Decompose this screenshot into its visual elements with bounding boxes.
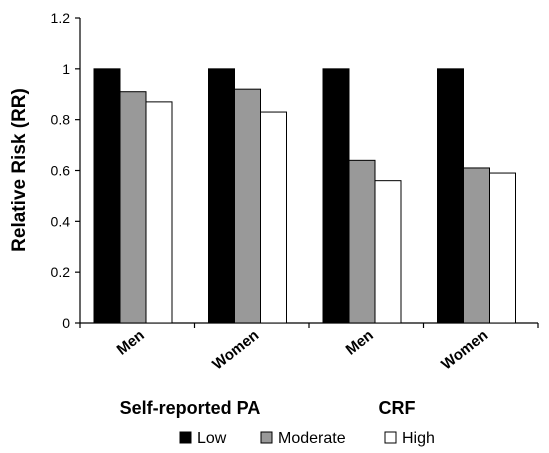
bar-high <box>260 111 287 324</box>
legend-label-moderate: Moderate <box>278 430 346 447</box>
bar-low <box>437 68 464 324</box>
bar-moderate <box>348 159 376 324</box>
bar-high <box>374 180 402 324</box>
bar-low <box>93 68 121 324</box>
bar-moderate <box>463 167 490 324</box>
legend-label-low: Low <box>197 430 227 447</box>
y-tick-label: 0.2 <box>51 264 71 280</box>
y-axis-title: Relative Risk (RR) <box>9 88 30 252</box>
bar-high <box>145 101 173 324</box>
y-tick-label: 0.8 <box>51 112 71 128</box>
x-tick-label: Women <box>438 327 491 374</box>
x-tick-label: Men <box>343 327 377 359</box>
legend-swatch-low <box>179 431 192 444</box>
bar-moderate <box>119 91 147 324</box>
bar-low <box>208 68 235 324</box>
legend-label-high: High <box>402 430 435 447</box>
x-tick-label: Women <box>209 327 262 374</box>
legend-swatch-high <box>384 431 397 444</box>
y-tick-label: 0.4 <box>51 213 71 229</box>
y-tick-label: 1 <box>62 61 70 77</box>
y-tick-label: 1.2 <box>51 10 71 26</box>
legend-swatch-moderate <box>260 431 273 444</box>
bars <box>93 68 516 324</box>
legend: Low Moderate High <box>179 430 435 447</box>
bar-low <box>322 68 350 324</box>
y-tick-label: 0 <box>62 315 70 331</box>
x-tick-label: Men <box>114 327 148 359</box>
group-label-crf: CRF <box>379 398 416 418</box>
bar-moderate <box>234 88 261 324</box>
bar-high <box>489 172 516 324</box>
group-label-self-reported-pa: Self-reported PA <box>120 398 261 418</box>
y-tick-label: 0.6 <box>51 163 71 179</box>
